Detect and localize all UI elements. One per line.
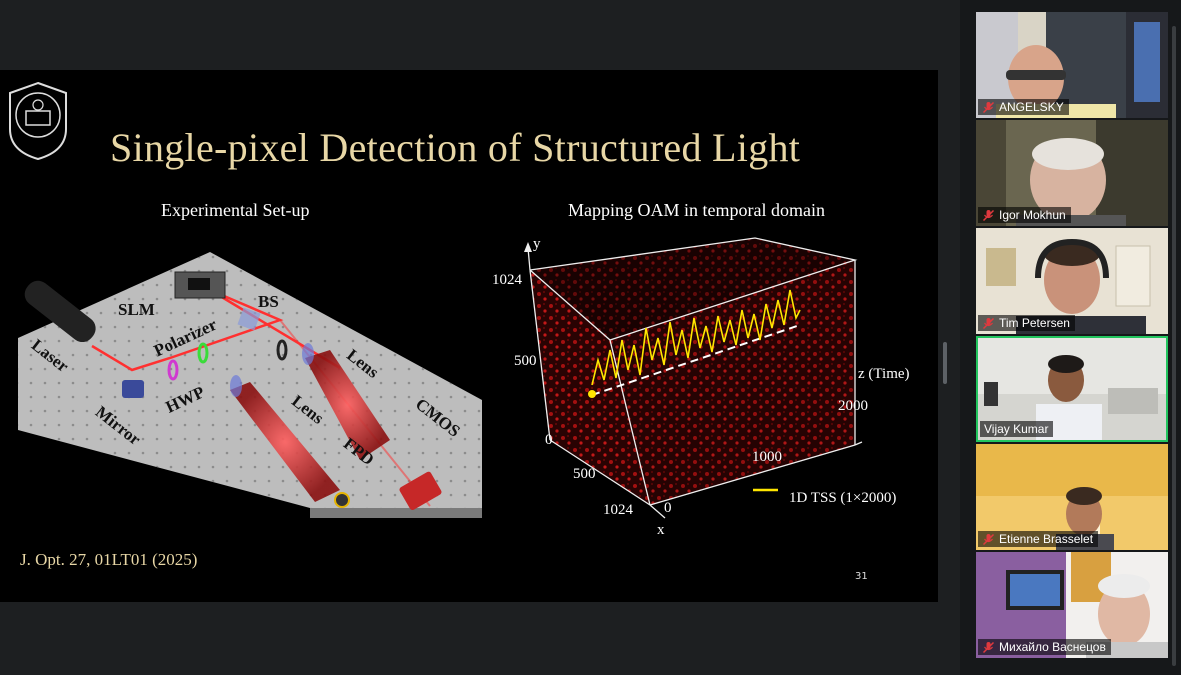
participant-name-bar: Etienne Brasselet xyxy=(978,531,1099,547)
muted-mic-icon xyxy=(982,533,995,545)
participant-tile[interactable]: Tim Petersen xyxy=(976,228,1168,334)
laser-device xyxy=(24,280,96,343)
oam-subtitle: Mapping OAM in temporal domain xyxy=(568,200,825,220)
slide-number: 31 xyxy=(855,571,868,582)
institute-logo xyxy=(9,81,67,161)
setup-diagram xyxy=(18,252,482,518)
participant-tile[interactable]: Михайло Васнецов xyxy=(976,552,1168,658)
label-bs: BS xyxy=(258,292,279,311)
plot-y-tick-1024: 1024 xyxy=(492,272,522,288)
muted-mic-icon xyxy=(982,101,995,113)
citation: J. Opt. 27, 01LT01 (2025) xyxy=(20,550,198,569)
participant-tile[interactable]: Igor Mokhun xyxy=(976,120,1168,226)
oam-3d-plot xyxy=(524,237,863,519)
plot-z-tick-2000: 2000 xyxy=(838,398,868,414)
participant-tile[interactable]: ANGELSKY xyxy=(976,12,1168,118)
panel-resize-handle[interactable] xyxy=(943,342,947,384)
plot-y-axis-label: y xyxy=(533,236,541,252)
participant-name: Etienne Brasselet xyxy=(999,532,1094,546)
slide-title: Single-pixel Detection of Structured Lig… xyxy=(110,125,801,170)
muted-mic-icon xyxy=(982,209,995,221)
plot-x-tick-1024: 1024 xyxy=(603,502,633,518)
participant-name: Tim Petersen xyxy=(999,316,1070,330)
muted-mic-icon xyxy=(982,317,995,329)
participant-name-bar: Igor Mokhun xyxy=(978,207,1071,223)
participant-name-bar: ANGELSKY xyxy=(978,99,1069,115)
participant-tile[interactable]: Etienne Brasselet xyxy=(976,444,1168,550)
setup-subtitle: Experimental Set-up xyxy=(161,200,310,220)
participant-name-bar: Михайло Васнецов xyxy=(978,639,1111,655)
presentation-slide: Single-pixel Detection of Structured Lig… xyxy=(0,70,938,602)
participant-name-bar: Vijay Kumar xyxy=(980,421,1054,437)
participant-name: ANGELSKY xyxy=(999,100,1064,114)
participant-name: Vijay Kumar xyxy=(984,422,1049,436)
participant-name: Михайло Васнецов xyxy=(999,640,1106,654)
plot-y-tick-500: 500 xyxy=(514,353,537,369)
plot-x-tick-500: 500 xyxy=(573,466,596,482)
label-slm: SLM xyxy=(118,300,155,319)
plot-z-axis-label: z (Time) xyxy=(858,366,910,382)
screen-share-area: Single-pixel Detection of Structured Lig… xyxy=(0,70,938,602)
plot-z-tick-0: 0 xyxy=(664,500,672,516)
muted-mic-icon xyxy=(982,641,995,653)
plot-x-axis-label: x xyxy=(657,522,665,538)
plot-z-tick-1000: 1000 xyxy=(752,449,782,465)
participant-name: Igor Mokhun xyxy=(999,208,1066,222)
participants-scrollbar[interactable] xyxy=(1172,26,1176,666)
participant-name-bar: Tim Petersen xyxy=(978,315,1075,331)
participant-tile-active-speaker[interactable]: Vijay Kumar xyxy=(976,336,1168,442)
plot-y-tick-0: 0 xyxy=(545,432,553,448)
plot-legend-label: 1D TSS (1×2000) xyxy=(789,490,897,506)
